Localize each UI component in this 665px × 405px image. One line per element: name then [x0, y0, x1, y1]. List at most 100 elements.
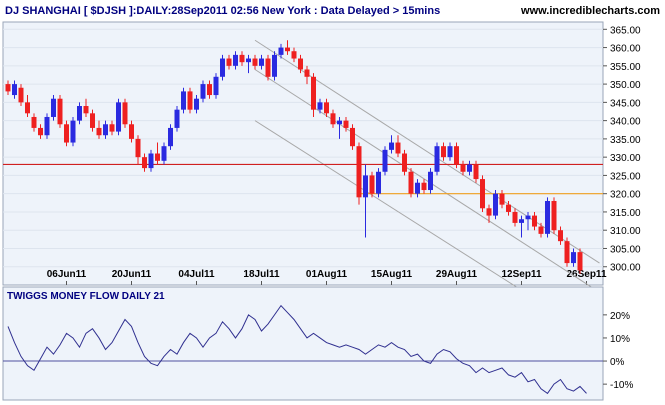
candle-body [181, 91, 186, 110]
candle-body [473, 164, 479, 180]
candle-body [486, 208, 492, 216]
candle-body [12, 84, 17, 96]
candle-body [194, 98, 199, 110]
candle-body [395, 142, 401, 154]
candle-body [506, 204, 511, 212]
candle-body [421, 182, 427, 191]
indicator-title: TWIGGS MONEY FLOW DAILY 21 [7, 291, 165, 302]
candle-body [96, 127, 102, 136]
candle-body [571, 252, 576, 264]
candle-body [213, 76, 219, 96]
candle-body [369, 175, 375, 194]
price-layer: 300.00 305.00 310.00 315.00 320.00 325.00 330.… [3, 25, 641, 341]
candle-body [467, 164, 472, 172]
candle-body [350, 127, 355, 147]
candle-body [311, 76, 316, 110]
indicator-y-tick-label: 10% [610, 334, 630, 345]
candle-body [122, 102, 128, 125]
price-x-tick-label: 18Jul11 [243, 269, 280, 280]
price-y-tick-label: 325.00 [610, 171, 641, 182]
indicator-layer: 20% 10% 0% -10% [3, 304, 633, 395]
candle-body [532, 215, 537, 227]
price-x-tick-label: 06Jun11 [47, 269, 87, 280]
candle-body [252, 58, 258, 66]
candle-body [415, 182, 420, 194]
chart-title: DJ SHANGHAI [ $DJSH ]:DAILY:28Sep2011 02… [5, 5, 440, 17]
candle-body [135, 138, 141, 158]
candle-body [519, 219, 524, 223]
price-y-tick-label: 355.00 [610, 62, 641, 73]
candle-body [525, 215, 531, 220]
candle-body [278, 47, 284, 55]
price-y-tick-label: 360.00 [610, 44, 641, 55]
candle-body [330, 113, 336, 125]
candle-body [83, 106, 89, 114]
candle-body [363, 175, 368, 198]
candle-body [168, 127, 173, 147]
candle-body [25, 102, 30, 114]
candle-body [402, 153, 407, 172]
price-y-tick-label: 365.00 [610, 25, 641, 36]
candle-body [447, 146, 453, 158]
candle-body [220, 58, 225, 77]
candle-body [226, 58, 232, 66]
candle-body [382, 149, 388, 172]
price-y-tick-label: 345.00 [610, 98, 641, 109]
candle-body [291, 51, 297, 59]
candle-body [116, 102, 121, 132]
candle-body [200, 84, 206, 99]
price-x-tick-label: 20Jun11 [112, 269, 152, 280]
candle-body [480, 179, 485, 209]
price-x-tick-label: 15Aug11 [371, 269, 413, 280]
candle-body [460, 164, 466, 172]
candle-body [5, 84, 11, 92]
candle-body [441, 146, 446, 158]
candle-body [376, 171, 381, 194]
candle-body [551, 200, 557, 231]
price-y-tick-label: 335.00 [610, 135, 641, 146]
indicator-y-tick-label: 0% [610, 357, 625, 368]
candle-body [64, 124, 69, 143]
candle-body [499, 193, 505, 205]
candle-body [161, 146, 167, 161]
candle-body [317, 102, 323, 110]
candle-body [434, 146, 440, 172]
candle-body [57, 98, 63, 125]
price-x-tick-label: 01Aug11 [306, 269, 348, 280]
candle-body [298, 58, 303, 70]
candle-body [272, 54, 277, 77]
candle-body [285, 47, 290, 52]
candle-body [356, 146, 362, 198]
candle-body [90, 113, 95, 128]
candle-body [304, 69, 310, 77]
price-y-tick-label: 310.00 [610, 226, 641, 237]
price-y-tick-label: 320.00 [610, 190, 641, 201]
candle-body [343, 120, 349, 128]
candle-body [51, 98, 56, 117]
candle-body [31, 116, 37, 128]
candle-body [545, 200, 550, 234]
candle-body [103, 124, 108, 136]
candle-body [246, 58, 251, 63]
candle-body [109, 124, 115, 132]
candle-body [207, 84, 212, 96]
price-x-tick-label: 29Aug11 [436, 269, 478, 280]
money-flow-line [7, 304, 587, 395]
candle-body [148, 153, 154, 169]
price-y-tick-label: 350.00 [610, 80, 641, 91]
candle-body [18, 87, 24, 103]
candle-body [187, 91, 193, 110]
price-y-tick-label: 300.00 [610, 263, 641, 274]
price-x-tick-label: 04Jul11 [178, 269, 215, 280]
indicator-panel [2, 286, 604, 401]
candle-body [259, 58, 264, 66]
candle-body [233, 54, 238, 66]
indicator-y-tick-label: -10% [610, 380, 633, 391]
candle-body [428, 171, 433, 191]
indicator-y-tick-label: 20% [610, 311, 630, 322]
candle-body [129, 124, 134, 139]
candle-body [337, 120, 342, 125]
candle-body [564, 241, 570, 264]
candle-body [239, 54, 245, 63]
